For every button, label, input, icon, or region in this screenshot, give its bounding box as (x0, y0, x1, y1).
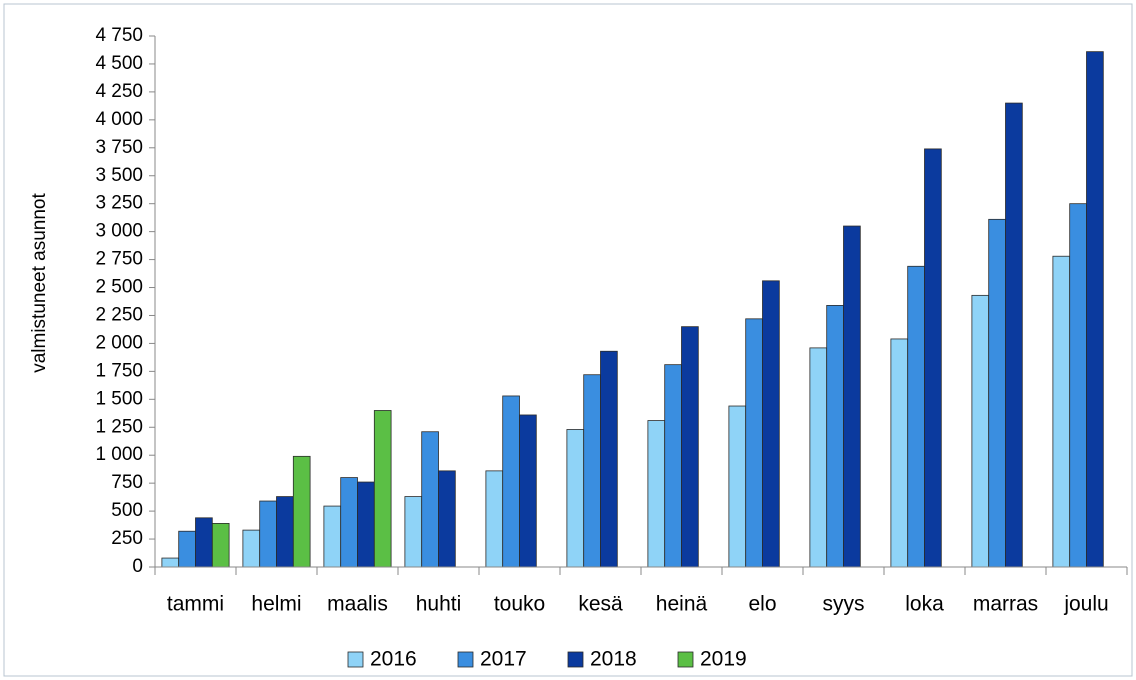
bar (357, 481, 375, 568)
bar (988, 218, 1006, 568)
y-tick-label: 1 000 (95, 444, 143, 465)
bar (728, 405, 747, 568)
bar (600, 350, 618, 568)
bar (161, 557, 180, 568)
legend-swatch (457, 651, 474, 668)
bar (664, 364, 682, 568)
legend-label: 2017 (480, 648, 527, 671)
x-tick-label: kesä (578, 593, 623, 616)
x-tick-label: maalis (327, 593, 388, 616)
y-tick-label: 4 750 (95, 25, 143, 46)
y-tick-label: 3 500 (95, 165, 143, 186)
y-tick-label: 2 500 (95, 277, 143, 298)
x-tick-label: elo (748, 593, 776, 616)
bar (485, 470, 504, 568)
bar (843, 225, 861, 568)
y-tick-label: 4 000 (95, 109, 143, 130)
y-tick-label: 2 250 (95, 304, 143, 325)
bar (583, 374, 601, 568)
bar (681, 326, 699, 568)
bar (373, 410, 392, 568)
y-tick-label: 1 750 (95, 360, 143, 381)
bar (323, 505, 342, 568)
x-tick-label: touko (494, 593, 545, 616)
bar (647, 420, 666, 568)
bar (340, 477, 358, 568)
bar (924, 148, 942, 568)
bar (292, 455, 311, 568)
bar (178, 530, 196, 568)
y-tick-label: 0 (132, 556, 143, 577)
y-tick-label: 3 250 (95, 193, 143, 214)
y-tick-label: 4 500 (95, 53, 143, 74)
bar (211, 523, 230, 568)
y-tick-label: 3 750 (95, 137, 143, 158)
x-tick-label: loka (905, 593, 944, 616)
bar (826, 305, 844, 568)
x-tick-label: heinä (656, 593, 708, 616)
y-tick-label: 3 000 (95, 221, 143, 242)
bar (502, 395, 520, 568)
bar (242, 529, 261, 568)
bar (195, 517, 213, 568)
y-tick-label: 1 250 (95, 416, 143, 437)
legend-swatch (567, 651, 584, 668)
bar (438, 470, 456, 568)
bar (1086, 51, 1104, 568)
y-tick-label: 750 (111, 472, 143, 493)
bar (276, 496, 294, 568)
x-tick-label: joulu (1063, 593, 1108, 616)
bar (907, 265, 925, 568)
bar (809, 347, 828, 568)
legend-swatch (677, 651, 694, 668)
bar (762, 280, 780, 568)
x-tick-label: syys (823, 593, 865, 616)
x-tick-label: huhti (416, 593, 462, 616)
x-tick-label: tammi (167, 593, 224, 616)
legend-label: 2018 (590, 648, 637, 671)
y-tick-label: 2 750 (95, 249, 143, 270)
bar (1069, 203, 1087, 568)
bar (404, 496, 423, 568)
bar (1005, 102, 1023, 568)
legend-swatch (347, 651, 364, 668)
legend-label: 2016 (370, 648, 417, 671)
y-tick-label: 2 000 (95, 332, 143, 353)
bar (566, 429, 585, 568)
y-axis-label: valmistuneet asunnot (29, 193, 50, 373)
bar (421, 431, 439, 568)
x-tick-label: marras (973, 593, 1038, 616)
legend-label: 2019 (700, 648, 747, 671)
bar (259, 500, 277, 568)
x-tick-label: helmi (251, 593, 301, 616)
bar (1052, 255, 1071, 568)
y-tick-label: 250 (111, 528, 143, 549)
chart-border (3, 3, 1133, 677)
bar (519, 414, 537, 568)
bar (971, 294, 990, 568)
y-tick-label: 1 500 (95, 388, 143, 409)
y-tick-label: 4 250 (95, 81, 143, 102)
bar (745, 318, 763, 568)
bar (890, 338, 909, 568)
y-tick-label: 500 (111, 500, 143, 521)
